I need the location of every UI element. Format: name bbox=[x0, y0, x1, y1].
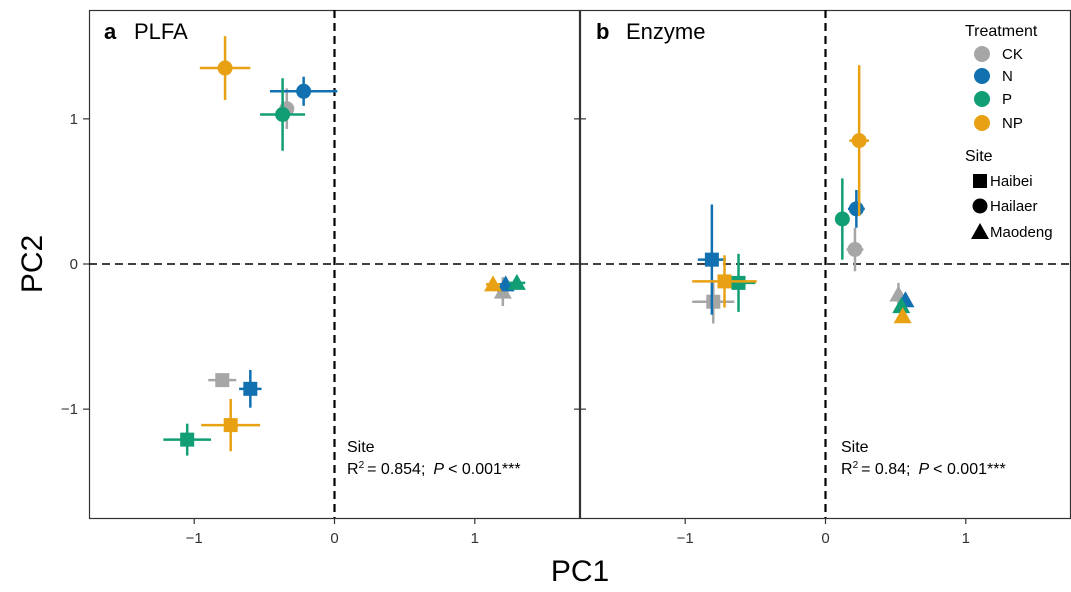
panel-a-letter: a bbox=[104, 19, 117, 44]
r2-value: = 0.84; bbox=[861, 461, 910, 478]
legend-shape-circle bbox=[972, 198, 988, 214]
legend-label-ck: CK bbox=[1002, 46, 1023, 63]
marker-triangle bbox=[507, 273, 526, 290]
p-label: P bbox=[433, 461, 444, 478]
data-point-haibei-n bbox=[239, 369, 262, 408]
marker-square bbox=[223, 418, 238, 433]
legend-shape-triangle bbox=[971, 223, 989, 239]
marker-square bbox=[243, 381, 258, 396]
legend-swatch-ck bbox=[974, 46, 990, 62]
marker-triangle bbox=[484, 275, 503, 292]
marker-square bbox=[717, 274, 732, 289]
r2-superscript: 2 bbox=[359, 460, 365, 471]
x-tick-label: 1 bbox=[471, 530, 479, 547]
marker-circle bbox=[851, 133, 867, 149]
data-point-maodeng-np bbox=[484, 275, 503, 292]
legend-swatch-p bbox=[974, 91, 990, 107]
legend-swatch-np bbox=[974, 115, 990, 131]
x-axis-title: PC1 bbox=[551, 555, 609, 587]
legend-label-maodeng: Maodeng bbox=[990, 224, 1053, 241]
marker-square bbox=[704, 252, 719, 267]
data-point-haibei-n bbox=[697, 204, 726, 315]
annotation-stats: R2 = 0.854; P < 0.001*** bbox=[347, 460, 521, 478]
data-point-haibei-np bbox=[201, 398, 261, 452]
data-point-haibei-p bbox=[163, 423, 212, 456]
data-point-hailaer-n bbox=[269, 76, 338, 106]
legend-label-np: NP bbox=[1002, 115, 1023, 132]
x-tick-label: −1 bbox=[186, 530, 203, 547]
legend-label-hailaer: Hailaer bbox=[990, 198, 1038, 215]
data-point-haibei-np bbox=[692, 255, 757, 308]
legend-treatment-title: Treatment bbox=[965, 23, 1038, 40]
panel-a-annotation: Site R2 = 0.854; P < 0.001*** bbox=[347, 439, 521, 478]
data-point-hailaer-np bbox=[849, 65, 869, 217]
legend-swatch-n bbox=[974, 68, 990, 84]
annotation-site-label: Site bbox=[347, 439, 375, 456]
data-point-haibei-ck bbox=[692, 279, 735, 324]
panel-b-letter: b bbox=[596, 19, 609, 44]
marker-triangle bbox=[893, 307, 912, 324]
p-value: < 0.001*** bbox=[448, 461, 521, 478]
legend-shape-square bbox=[973, 174, 987, 188]
marker-square bbox=[215, 373, 230, 388]
y-axis-title: PC2 bbox=[16, 235, 49, 293]
data-point-hailaer-np bbox=[199, 36, 251, 100]
x-tick-label: −1 bbox=[677, 530, 694, 547]
data-point-hailaer-n bbox=[847, 189, 865, 228]
marker-square bbox=[731, 275, 746, 290]
annotation-stats: R2 = 0.84; P < 0.001*** bbox=[841, 460, 1006, 478]
x-tick-label: 0 bbox=[330, 530, 338, 547]
annotation-site-label: Site bbox=[841, 439, 869, 456]
x-tick-label: 1 bbox=[962, 530, 970, 547]
marker-triangle bbox=[892, 297, 911, 314]
legend-label-p: P bbox=[1002, 91, 1012, 108]
r2-prefix: R bbox=[841, 461, 853, 478]
y-tick-label: 0 bbox=[70, 256, 78, 273]
legend-site-title: Site bbox=[965, 148, 993, 165]
marker-circle bbox=[275, 107, 291, 123]
data-point-maodeng-p bbox=[507, 273, 526, 290]
y-tick-label: 1 bbox=[70, 111, 78, 128]
marker-circle bbox=[847, 241, 863, 257]
panel-b-title: Enzyme bbox=[626, 19, 705, 44]
data-point-haibei-ck bbox=[208, 373, 237, 388]
marker-square bbox=[706, 294, 721, 309]
data-point-hailaer-p bbox=[260, 78, 306, 151]
legend-label-haibei: Haibei bbox=[990, 173, 1033, 190]
data-point-hailaer-p bbox=[834, 178, 850, 260]
marker-circle bbox=[834, 211, 850, 227]
r2-superscript: 2 bbox=[853, 460, 859, 471]
r2-prefix: R bbox=[347, 461, 359, 478]
panel-a-title: PLFA bbox=[134, 19, 188, 44]
legend: Treatment CK N P NP Site Haibei Hailaer … bbox=[965, 23, 1053, 241]
data-point-hailaer-ck bbox=[846, 227, 864, 272]
y-tick-label: −1 bbox=[61, 401, 78, 418]
marker-circle bbox=[848, 201, 864, 217]
legend-label-n: N bbox=[1002, 68, 1013, 85]
x-tick-label: 0 bbox=[821, 530, 829, 547]
panel-b-annotation: Site R2 = 0.84; P < 0.001*** bbox=[841, 439, 1006, 478]
data-point-maodeng-np bbox=[893, 307, 912, 324]
p-label: P bbox=[919, 461, 930, 478]
marker-square bbox=[180, 432, 195, 447]
marker-circle bbox=[296, 83, 312, 99]
marker-circle bbox=[217, 60, 233, 76]
r2-value: = 0.854; bbox=[367, 461, 425, 478]
p-value: < 0.001*** bbox=[933, 461, 1006, 478]
